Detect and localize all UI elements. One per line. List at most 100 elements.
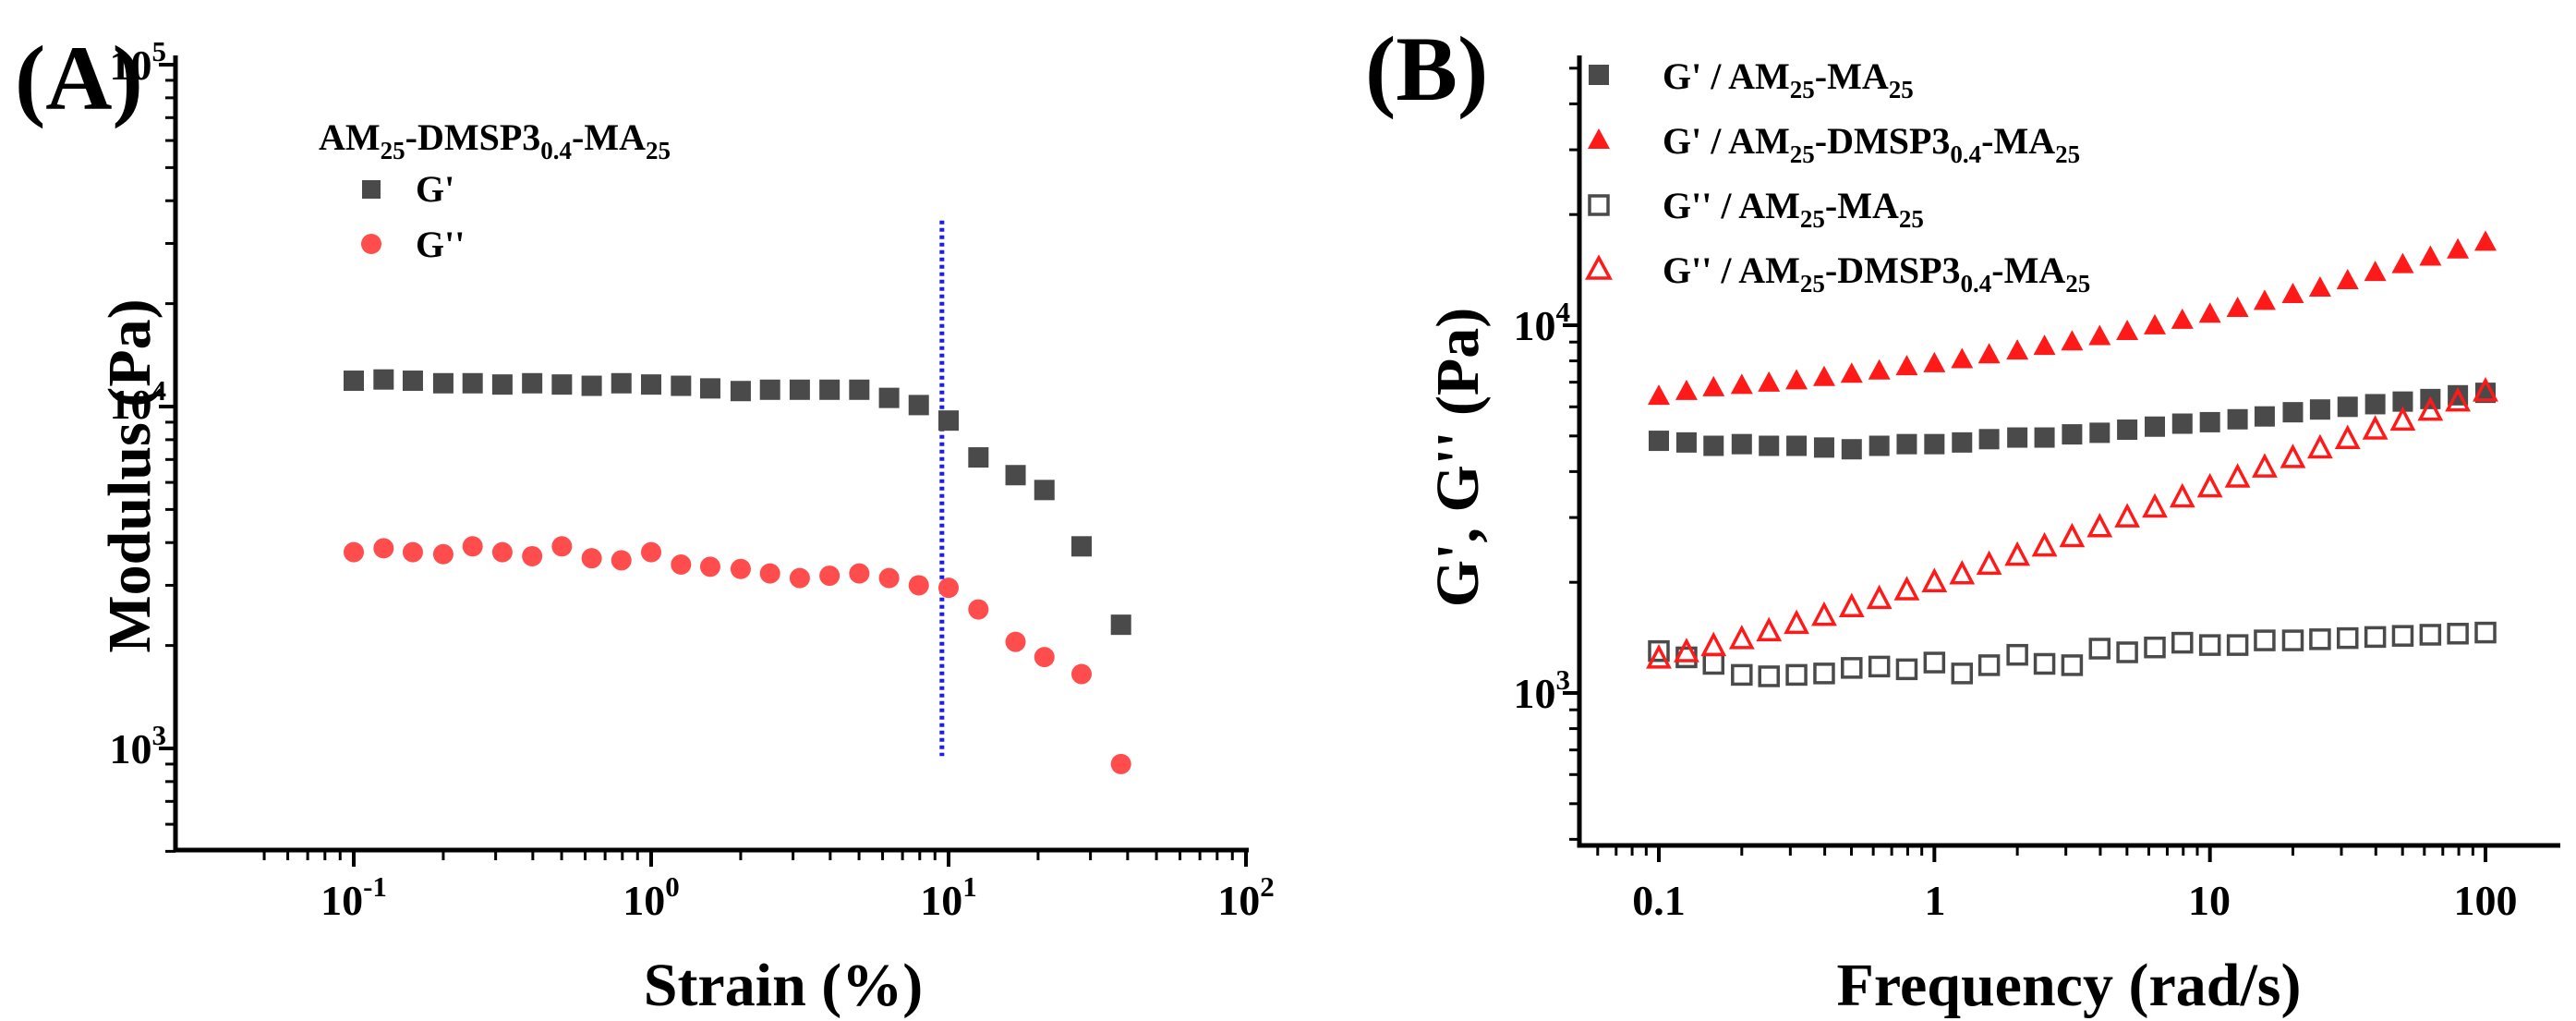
data-point-b-series4 — [1700, 631, 1727, 657]
data-point-b-series1 — [2034, 427, 2055, 448]
data-point-b-series2 — [1868, 359, 1891, 380]
data-point-b-series3 — [1785, 663, 1808, 687]
data-point-b-series3 — [2144, 636, 2166, 659]
data-point-b-series1 — [1952, 431, 1973, 453]
data-point-b-series4 — [2445, 386, 2472, 412]
data-point-b-series4 — [2307, 433, 2333, 459]
data-point-b-series4 — [2252, 453, 2278, 478]
legend-marker-triangle-open — [1585, 254, 1613, 280]
data-point-b-series1 — [1896, 433, 1917, 455]
data-point-b-series3 — [1648, 639, 1670, 662]
data-point-b-series2 — [1785, 369, 1808, 390]
data-point-b-series1 — [1731, 433, 1752, 455]
data-point-b-series2 — [1951, 347, 1974, 369]
panel-b-ytick-label: 104 — [1514, 296, 1571, 349]
data-point-a-series2 — [462, 536, 483, 557]
data-point-a-series2 — [641, 541, 661, 563]
data-point-b-series1 — [2007, 427, 2028, 448]
panel-b-x-axis-title: Frequency (rad/s) — [1837, 952, 2302, 1019]
data-point-a-series2 — [373, 538, 394, 559]
legend-label-g-double-prime: G'' — [416, 224, 465, 265]
panel-a-ticks — [159, 63, 1248, 867]
panel-b-ticks — [1563, 67, 2487, 862]
data-point-b-series4 — [2031, 531, 2058, 557]
panel-a-xtick-label: 100 — [623, 870, 680, 924]
panel-a-xtick-label: 102 — [1217, 870, 1275, 924]
data-point-b-series3 — [2447, 623, 2469, 645]
data-point-a-series2 — [611, 550, 632, 571]
data-point-b-series3 — [2254, 629, 2276, 651]
data-point-b-series2 — [1840, 362, 1863, 383]
data-point-b-series1 — [1649, 431, 1669, 452]
data-point-b-series4 — [1838, 592, 1865, 618]
panel-a: (A) 10-1 100 101 102 103 104 105 Strain … — [15, 27, 1275, 1019]
data-point-b-series4 — [2334, 424, 2361, 450]
data-point-b-series4 — [1893, 576, 1920, 601]
data-point-b-series3 — [2419, 624, 2442, 646]
data-point-a-series2 — [1070, 663, 1092, 685]
data-point-b-series1 — [2309, 399, 2330, 420]
panel-a-label: (A) — [15, 27, 143, 129]
data-point-b-series2 — [2419, 245, 2442, 266]
data-point-b-series4 — [1811, 601, 1837, 626]
data-point-b-series4 — [1646, 644, 1672, 669]
data-point-b-series2 — [1675, 379, 1698, 400]
data-point-a-series1 — [641, 374, 661, 395]
data-point-a-series1 — [699, 378, 720, 399]
data-point-a-series1 — [1070, 536, 1092, 557]
data-point-a-series2 — [402, 541, 423, 563]
data-point-a-series1 — [611, 372, 632, 394]
data-point-b-series2 — [2226, 296, 2249, 317]
panel-a-legend-title: AM25-DMSP30.4-MA25 — [319, 116, 671, 164]
data-point-b-series4 — [2224, 463, 2251, 488]
data-point-a-series2 — [849, 563, 870, 584]
data-point-b-series4 — [1949, 559, 1976, 585]
data-point-b-series1 — [1675, 431, 1697, 453]
data-point-b-series4 — [2473, 377, 2498, 402]
panel-a-ytick-label: 103 — [110, 719, 167, 772]
data-point-b-series4 — [2004, 541, 2031, 566]
data-point-a-series2 — [759, 563, 780, 584]
data-point-b-series3 — [2391, 625, 2414, 647]
data-point-a-series1 — [1034, 480, 1055, 501]
data-point-b-series3 — [2474, 621, 2497, 644]
data-point-b-series2 — [2364, 261, 2387, 282]
panel-a-ytick-label: 105 — [110, 35, 167, 89]
data-point-b-series3 — [2309, 628, 2331, 650]
data-point-a-series1 — [759, 379, 780, 400]
data-point-b-series3 — [2281, 629, 2304, 651]
data-point-b-series3 — [1758, 665, 1780, 687]
data-point-b-series4 — [1756, 616, 1783, 642]
legend-marker-square-filled — [1589, 65, 1609, 85]
panel-b-ytick-label: 103 — [1514, 663, 1571, 717]
data-point-a-series1 — [849, 379, 870, 400]
data-point-b-series4 — [2389, 406, 2416, 431]
data-point-b-series2 — [2116, 320, 2139, 341]
data-point-b-series4 — [2280, 444, 2306, 468]
data-point-b-series1 — [2364, 394, 2386, 415]
data-point-b-series1 — [1759, 435, 1780, 456]
legend-label-series-4: G'' / AM25-DMSP30.4-MA25 — [1663, 249, 2090, 298]
panel-b: (B) 0.1 1 10 100 103 104 Frequency (rad/… — [1365, 18, 2560, 1019]
data-point-b-series2 — [2061, 330, 2084, 351]
data-point-a-series2 — [491, 541, 513, 563]
data-point-b-series1 — [2145, 416, 2166, 437]
data-point-a-series2 — [1005, 631, 1026, 652]
legend-marker-square-open — [1588, 194, 1610, 216]
data-point-b-series1 — [2199, 411, 2220, 432]
data-point-b-series3 — [1731, 663, 1753, 687]
panel-b-xtick-label: 10 — [2188, 877, 2231, 924]
legend-marker-g-double-prime — [361, 234, 381, 254]
data-point-b-series3 — [2336, 626, 2359, 650]
data-point-a-series1 — [1005, 465, 1026, 486]
data-point-b-series3 — [1951, 662, 1974, 685]
legend-marker-g-prime — [362, 180, 381, 199]
data-point-b-series2 — [2336, 269, 2359, 290]
panel-b-xtick-label: 0.1 — [1632, 877, 1686, 924]
data-point-a-series2 — [671, 554, 692, 576]
data-point-b-series3 — [1977, 654, 2001, 676]
data-point-a-series2 — [699, 556, 720, 577]
data-point-b-series3 — [1895, 658, 1918, 681]
data-point-b-series4 — [2142, 492, 2168, 518]
data-point-a-series1 — [730, 381, 751, 402]
